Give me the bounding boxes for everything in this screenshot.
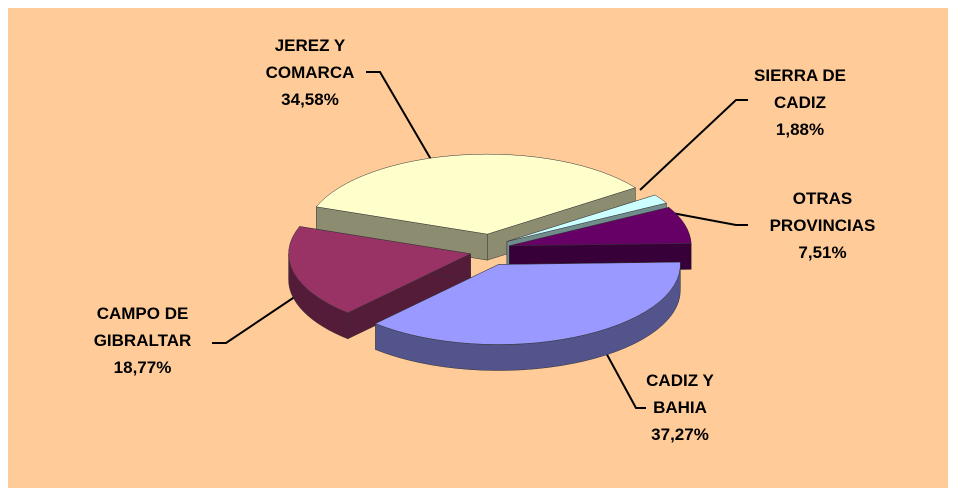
- slice: [374, 261, 681, 345]
- slice-tops: [288, 153, 692, 345]
- category-label: CAMPO DE GIBRALTAR: [93, 304, 192, 350]
- slice: [288, 226, 472, 314]
- leader-line: [212, 291, 303, 344]
- slice: [506, 194, 668, 242]
- category-label: SIERRA DE CADIZ: [754, 66, 846, 112]
- data-label: SIERRA DE CADIZ 1,88%: [740, 62, 860, 143]
- leader-line: [639, 99, 748, 191]
- value-label: 37,27%: [651, 425, 709, 444]
- slice: [315, 153, 637, 235]
- leader-line: [597, 337, 646, 409]
- data-label: OTRAS PROVINCIAS 7,51%: [750, 185, 895, 266]
- value-label: 34,58%: [281, 90, 339, 109]
- data-label: CADIZ Y BAHIA 37,27%: [620, 367, 740, 448]
- value-label: 1,88%: [775, 120, 825, 139]
- value-label: 18,77%: [113, 358, 172, 377]
- category-label: OTRAS PROVINCIAS: [769, 189, 876, 235]
- leader-line: [366, 71, 437, 169]
- value-label: 7,51%: [798, 243, 847, 262]
- slice: [509, 207, 692, 247]
- data-label: CAMPO DE GIBRALTAR 18,77%: [70, 300, 215, 381]
- leader-line: [671, 212, 748, 226]
- category-label: CADIZ Y BAHIA: [646, 371, 714, 417]
- data-label: JEREZ Y COMARCA 34,58%: [250, 32, 370, 113]
- category-label: JEREZ Y COMARCA: [265, 36, 355, 82]
- leader-lines: [212, 71, 748, 409]
